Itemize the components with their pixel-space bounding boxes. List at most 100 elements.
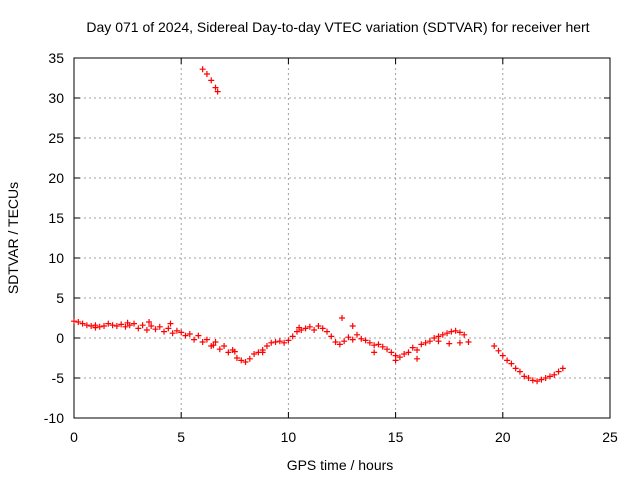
data-point	[203, 336, 210, 343]
data-point	[268, 339, 275, 346]
data-point	[499, 352, 506, 359]
data-point	[293, 328, 300, 335]
data-point	[422, 339, 429, 346]
data-point	[435, 338, 442, 345]
data-point	[431, 335, 438, 341]
y-tick-label: 20	[48, 170, 64, 186]
data-point	[199, 66, 206, 73]
x-tick-label: 25	[602, 429, 618, 445]
y-tick-label: -10	[44, 410, 64, 426]
data-point	[426, 338, 433, 345]
data-point	[124, 319, 131, 326]
data-point	[405, 349, 412, 356]
data-point	[233, 355, 240, 361]
data-point	[139, 322, 146, 329]
data-point	[504, 357, 511, 364]
data-point	[96, 323, 103, 330]
data-point	[414, 355, 421, 362]
data-point	[79, 320, 86, 327]
y-tick-label: 15	[48, 210, 64, 226]
data-point	[281, 339, 288, 346]
data-point	[323, 328, 330, 335]
data-point	[231, 348, 238, 355]
data-point	[384, 346, 391, 353]
data-point	[195, 332, 202, 339]
data-point	[495, 347, 502, 354]
data-point	[371, 342, 378, 349]
data-point	[512, 365, 519, 372]
data-point	[131, 320, 138, 327]
data-point	[444, 330, 451, 337]
data-point	[371, 349, 378, 356]
data-point	[101, 323, 108, 329]
grid-lines	[74, 58, 610, 418]
chart-title: Day 071 of 2024, Sidereal Day-to-day VTE…	[86, 19, 589, 35]
data-point	[358, 335, 365, 342]
data-point	[251, 351, 258, 357]
y-tick-label: 35	[48, 50, 64, 66]
data-point	[143, 327, 150, 333]
data-point	[315, 323, 322, 329]
data-point	[546, 373, 553, 380]
data-point	[414, 347, 421, 353]
data-point	[203, 71, 210, 77]
data-point	[221, 343, 228, 349]
data-point	[216, 346, 223, 353]
x-tick-labels: 0 5 10 15 20 25	[70, 429, 618, 445]
data-point	[396, 354, 403, 361]
data-point	[88, 323, 95, 329]
data-point	[345, 334, 352, 341]
data-point	[349, 336, 356, 343]
data-point	[296, 324, 303, 331]
data-point	[276, 338, 283, 345]
data-point	[538, 376, 545, 383]
data-point	[534, 378, 541, 385]
data-point	[263, 343, 270, 349]
data-point	[285, 337, 292, 344]
y-tick-label: 10	[48, 250, 64, 266]
y-tick-label: 30	[48, 90, 64, 106]
data-point	[238, 357, 245, 364]
x-tick-label: 20	[495, 429, 511, 445]
y-tick-label: 25	[48, 130, 64, 146]
data-point	[289, 333, 296, 340]
data-point	[409, 344, 416, 351]
y-tick-label: 0	[56, 330, 64, 346]
data-point	[191, 336, 198, 343]
x-tick-label: 15	[388, 429, 404, 445]
data-point	[439, 331, 446, 338]
data-point	[165, 325, 172, 332]
data-point	[118, 321, 125, 328]
data-point	[354, 331, 361, 338]
data-point	[146, 319, 153, 325]
data-point	[246, 355, 253, 362]
data-point	[336, 341, 343, 348]
data-point	[225, 349, 232, 356]
data-point	[559, 365, 566, 372]
data-point	[529, 377, 536, 384]
data-point	[555, 368, 562, 375]
data-point	[551, 371, 558, 378]
data-point	[375, 341, 382, 348]
x-tick-label: 0	[70, 429, 78, 445]
data-point	[332, 339, 339, 345]
data-point	[109, 322, 116, 329]
data-point	[319, 325, 326, 332]
data-point	[156, 323, 163, 330]
data-point	[516, 368, 523, 375]
data-point	[169, 330, 176, 337]
data-point	[259, 349, 266, 356]
data-point	[113, 323, 120, 329]
data-point	[341, 338, 348, 345]
data-point	[508, 360, 515, 367]
data-point	[306, 323, 313, 330]
data-point	[105, 320, 112, 327]
data-point	[401, 351, 408, 357]
data-point	[152, 326, 159, 333]
data-point	[83, 322, 90, 329]
data-point	[448, 328, 455, 335]
data-point	[456, 329, 463, 336]
data-point	[71, 318, 77, 325]
data-point	[135, 325, 142, 332]
